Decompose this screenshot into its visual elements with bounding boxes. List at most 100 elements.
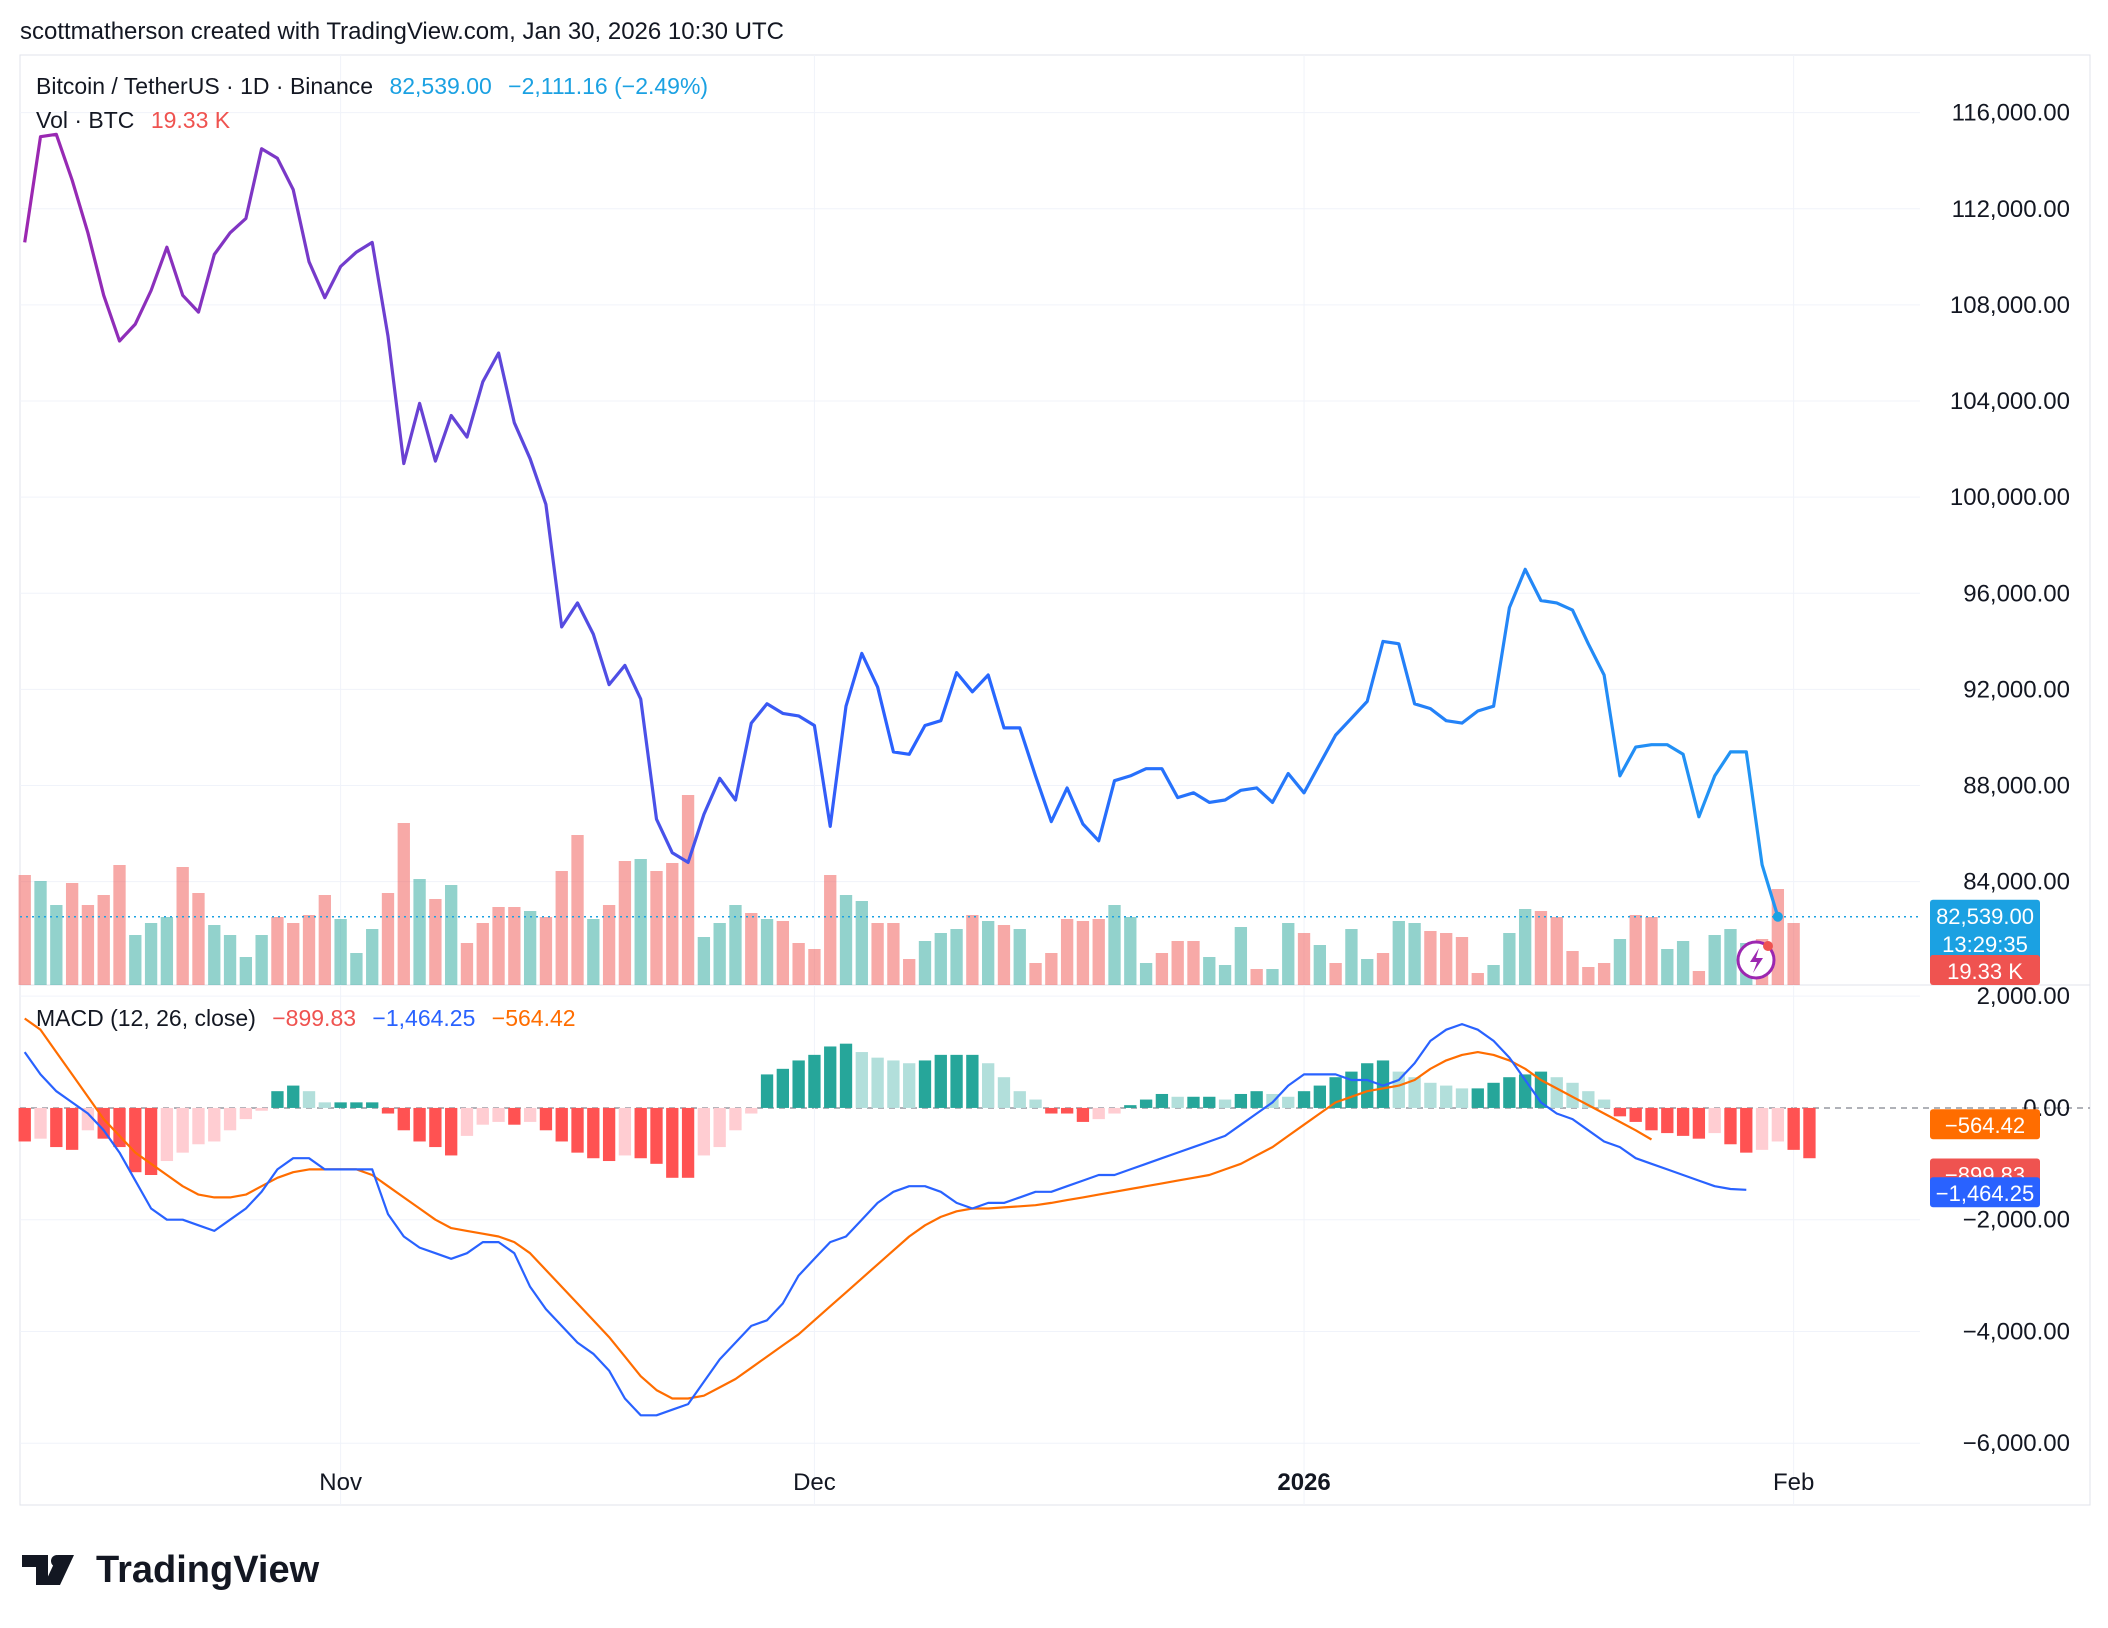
volume-bar xyxy=(208,925,221,985)
volume-bar xyxy=(571,835,584,985)
volume-bar xyxy=(492,907,505,985)
macd-hist-bar xyxy=(460,1107,474,1136)
macd-hist-bar xyxy=(1455,1088,1469,1108)
volume-bar xyxy=(634,859,647,985)
macd-hist-bar xyxy=(1124,1105,1137,1108)
volume-bar xyxy=(587,919,600,985)
macd-hist-bar xyxy=(1661,1107,1674,1134)
volume-bar xyxy=(287,923,300,985)
macd-hist-bar xyxy=(1740,1107,1753,1153)
macd-hist-bar xyxy=(587,1107,600,1159)
volume-bar xyxy=(239,957,253,985)
macd-tick-label: −2,000.00 xyxy=(1963,1207,2070,1234)
volume-bar xyxy=(950,929,963,985)
header-credit: scottmatherson created with TradingView.… xyxy=(20,18,784,45)
macd-hist-value: −899.83 xyxy=(272,1005,356,1031)
macd-hist-bar xyxy=(1234,1093,1248,1108)
macd-signal-tag: −564.42 xyxy=(1930,1109,2040,1140)
volume-bar xyxy=(808,949,821,985)
volume-bar xyxy=(271,917,284,985)
volume-bar xyxy=(129,935,142,985)
macd-hist-bar xyxy=(950,1054,963,1108)
time-tick-label: Nov xyxy=(319,1469,362,1496)
volume-bar xyxy=(666,863,679,985)
volume-value: 19.33 K xyxy=(151,107,231,133)
macd-hist-bar xyxy=(982,1063,995,1108)
macd-line xyxy=(23,1022,1747,1417)
volume-tag: 19.33 K xyxy=(1930,955,2040,985)
volume-bar xyxy=(760,919,774,985)
price-tick-label: 104,000.00 xyxy=(1950,388,2070,415)
macd-hist-bar xyxy=(1013,1091,1026,1108)
macd-hist-bar xyxy=(65,1107,79,1150)
time-tick-label: Dec xyxy=(793,1469,836,1496)
macd-hist-bar xyxy=(666,1107,679,1178)
volume-bar xyxy=(34,881,47,985)
macd-hist-bar xyxy=(208,1107,221,1142)
macd-hist-bar xyxy=(397,1107,410,1131)
macd-hist-bar xyxy=(271,1091,284,1108)
price-tick-label: 92,000.00 xyxy=(1963,676,2070,703)
macd-hist-bar xyxy=(476,1107,489,1125)
volume-bar xyxy=(192,893,205,985)
volume-bar xyxy=(1234,927,1248,985)
volume-bar xyxy=(18,875,31,985)
volume-bar xyxy=(1597,963,1611,985)
volume-bar xyxy=(302,915,316,985)
macd-hist-bar xyxy=(18,1107,31,1142)
volume-bar xyxy=(1155,953,1169,985)
volume-bar xyxy=(1045,953,1058,985)
macd-hist-bar xyxy=(1692,1107,1706,1139)
macd-hist-bar xyxy=(634,1107,647,1159)
macd-hist-bar xyxy=(1487,1082,1500,1108)
volume-bar xyxy=(1250,969,1263,985)
alert-badge[interactable] xyxy=(1736,940,1776,980)
macd-hist-bar xyxy=(239,1107,253,1120)
last-price-dot xyxy=(1772,911,1783,922)
tradingview-logo xyxy=(22,1555,74,1585)
volume-bar xyxy=(839,895,853,985)
volume-bar xyxy=(1534,911,1548,985)
macd-hist-bar xyxy=(350,1102,363,1108)
price-legend: Bitcoin / TetherUS · 1D · Binance 82,539… xyxy=(36,73,708,99)
macd-hist-bar xyxy=(776,1068,790,1108)
macd-hist-bar xyxy=(223,1107,237,1131)
macd-hist-bar xyxy=(1313,1085,1326,1108)
price-tick-label: 116,000.00 xyxy=(1952,100,2070,127)
macd-hist-bar xyxy=(81,1107,95,1131)
macd-hist-bar xyxy=(1171,1096,1184,1108)
macd-hist-bar xyxy=(445,1107,458,1156)
macd-label: MACD (12, 26, close) xyxy=(36,1005,256,1031)
macd-hist-bar xyxy=(318,1102,331,1108)
x-axis: Nov Dec 2026 Feb xyxy=(319,1469,1814,1496)
volume-label: Vol · BTC xyxy=(36,107,134,133)
volume-bar xyxy=(1361,959,1374,985)
volume-bar xyxy=(255,935,268,985)
macd-hist-bar xyxy=(1440,1085,1453,1108)
macd-hist-bar xyxy=(1092,1107,1105,1120)
macd-hist-bar xyxy=(1250,1091,1263,1108)
volume-bar xyxy=(934,933,947,985)
volume-bar xyxy=(918,941,932,985)
macd-series xyxy=(18,1017,1816,1417)
volume-bar xyxy=(97,895,110,985)
volume-bar xyxy=(745,913,758,985)
price-change: −2,111.16 (−2.49%) xyxy=(508,73,708,99)
volume-bar xyxy=(871,923,884,985)
volume-bar xyxy=(1440,933,1453,985)
volume-bar xyxy=(713,923,726,985)
volume-bar xyxy=(1708,935,1721,985)
macd-hist-bar xyxy=(1771,1107,1785,1142)
volume-bar xyxy=(523,911,537,985)
volume-bar xyxy=(1376,953,1390,985)
macd-hist-bar xyxy=(602,1107,616,1162)
volume-bar xyxy=(1092,919,1105,985)
macd-hist-bar xyxy=(1755,1107,1769,1150)
macd-hist-bar xyxy=(413,1107,426,1142)
volume-bar xyxy=(1408,923,1421,985)
volume-bar xyxy=(887,923,900,985)
macd-line-tag-text: −1,464.25 xyxy=(1936,1181,2034,1206)
price-tick-label: 100,000.00 xyxy=(1950,484,2070,511)
price-tick-label: 96,000.00 xyxy=(1963,580,2070,607)
